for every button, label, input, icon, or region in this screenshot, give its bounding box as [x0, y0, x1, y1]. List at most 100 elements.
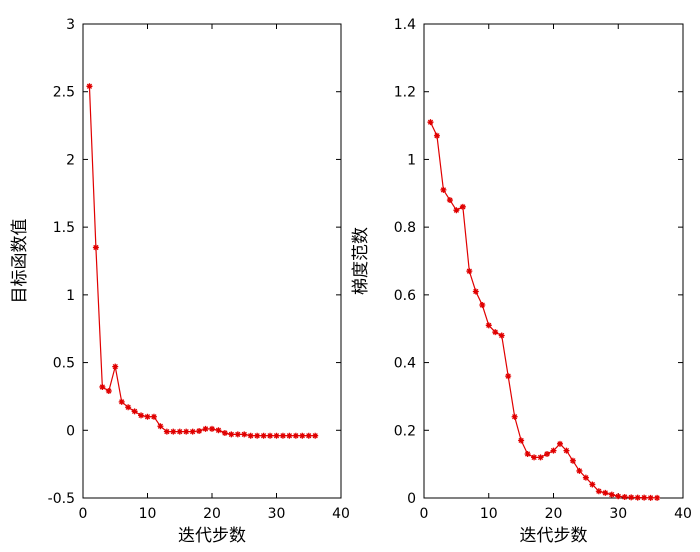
data-point — [544, 450, 551, 457]
y-tick-label: 1 — [407, 152, 416, 168]
x-tick-label: 10 — [139, 506, 157, 522]
data-point — [589, 481, 596, 488]
data-point — [634, 494, 641, 501]
data-point — [241, 431, 248, 438]
series-line — [429, 121, 658, 499]
data-point — [582, 474, 589, 481]
data-point — [118, 398, 125, 405]
y-axis-label: 梯度范数 — [351, 227, 371, 295]
x-tick-label: 40 — [332, 506, 350, 522]
data-point — [602, 489, 609, 496]
data-point — [492, 329, 499, 336]
data-point — [628, 494, 635, 501]
data-point — [125, 404, 132, 411]
y-tick-label: 2.5 — [53, 85, 75, 101]
data-point — [518, 437, 525, 444]
data-point — [440, 186, 447, 193]
data-point — [286, 432, 293, 439]
data-point — [433, 132, 440, 139]
data-point — [267, 432, 274, 439]
data-point — [247, 432, 254, 439]
y-tick-label: 0 — [66, 423, 75, 439]
data-point — [170, 428, 177, 435]
data-point — [215, 427, 222, 434]
y-tick-label: 0.6 — [394, 288, 416, 304]
data-point — [641, 494, 648, 501]
data-point — [196, 427, 203, 434]
y-tick-label: 1.4 — [394, 17, 416, 33]
y-tick-label: 0.8 — [394, 220, 416, 236]
data-point — [466, 268, 473, 275]
data-point — [99, 383, 106, 390]
data-point — [312, 432, 319, 439]
data-point — [305, 432, 312, 439]
data-point — [221, 429, 228, 436]
data-point — [576, 467, 583, 474]
data-point — [615, 493, 622, 500]
data-point — [234, 431, 241, 438]
data-point — [260, 432, 267, 439]
data-point — [556, 440, 563, 447]
x-axis-label: 迭代步数 — [520, 526, 588, 546]
data-point — [86, 83, 93, 90]
data-point — [511, 413, 518, 420]
data-point — [292, 432, 299, 439]
data-point — [131, 408, 138, 415]
x-axis-label: 迭代步数 — [178, 526, 246, 546]
data-point — [569, 457, 576, 464]
data-point — [446, 197, 453, 204]
data-point — [299, 432, 306, 439]
x-tick-label: 20 — [203, 506, 221, 522]
data-point — [459, 203, 466, 210]
data-point — [563, 447, 570, 454]
data-point — [189, 428, 196, 435]
y-tick-label: 1 — [66, 288, 75, 304]
y-tick-label: 0 — [407, 491, 416, 507]
right-chart-gradient-norm: 0 10 20 30 40 0 0.2 0.4 0.6 0.8 1 1.2 1.4 迭代步数 梯度范数 — [351, 17, 692, 546]
y-tick-label: 0.2 — [394, 423, 416, 439]
data-point — [647, 494, 654, 501]
data-point — [550, 447, 557, 454]
x-tick-label: 20 — [545, 506, 563, 522]
data-point — [279, 432, 286, 439]
data-point — [138, 412, 145, 419]
x-tick-label: 30 — [609, 506, 627, 522]
data-point — [202, 425, 209, 432]
y-tick-label: 3 — [66, 17, 75, 33]
data-point — [531, 454, 538, 461]
data-point — [485, 322, 492, 329]
data-point — [498, 332, 505, 339]
data-point — [654, 494, 661, 501]
data-point — [254, 432, 261, 439]
plot-frame — [423, 23, 684, 499]
data-point — [479, 302, 486, 309]
data-point — [537, 454, 544, 461]
x-tick-label: 0 — [79, 506, 88, 522]
y-tick-label: 0.5 — [53, 356, 75, 372]
x-tick-label: 10 — [480, 506, 498, 522]
data-point — [453, 207, 460, 214]
data-point — [144, 413, 151, 420]
data-point — [524, 450, 531, 457]
y-tick-label: -0.5 — [48, 491, 75, 507]
y-tick-label: 0.4 — [394, 356, 416, 372]
x-tick-label: 40 — [674, 506, 692, 522]
data-point — [163, 428, 170, 435]
x-tick-label: 30 — [268, 506, 286, 522]
data-point — [595, 488, 602, 495]
x-tick-label: 0 — [420, 506, 429, 522]
data-point — [176, 428, 183, 435]
data-point — [209, 425, 215, 432]
y-tick-label: 1.2 — [394, 85, 416, 101]
data-point — [273, 432, 280, 439]
y-tick-label: 2 — [66, 152, 75, 168]
data-point — [105, 388, 112, 395]
data-point — [150, 413, 157, 420]
series-line — [88, 86, 316, 437]
data-point — [472, 288, 479, 295]
y-tick-label: 1.5 — [53, 220, 75, 236]
data-point — [112, 363, 119, 370]
data-point — [608, 491, 615, 498]
